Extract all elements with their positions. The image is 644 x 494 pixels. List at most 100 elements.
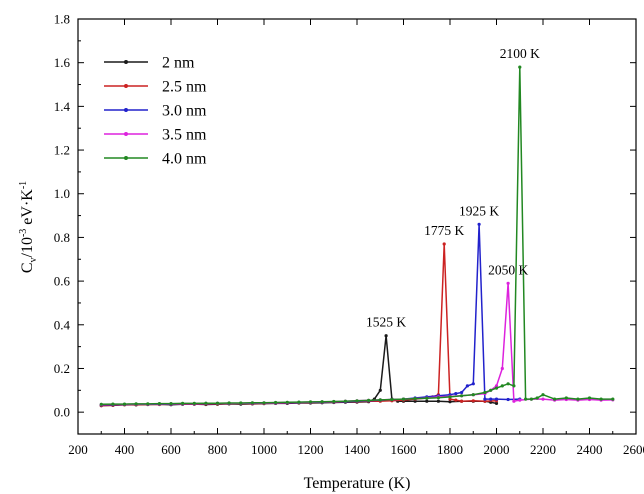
data-point: [524, 397, 528, 401]
data-point: [506, 397, 510, 402]
data-point: [489, 388, 493, 392]
x-tick-label: 1600: [391, 442, 417, 457]
data-point: [425, 396, 429, 400]
y-tick-label: 0.8: [54, 230, 70, 245]
data-point: [471, 393, 475, 397]
y-axis-label-main: C: [19, 263, 36, 274]
data-point: [611, 397, 615, 401]
data-point: [378, 388, 382, 392]
data-point: [297, 400, 301, 404]
data-point: [332, 399, 336, 404]
y-axis-label-sup2: -1: [18, 181, 29, 189]
x-tick-label: 1000: [251, 442, 277, 457]
data-point: [436, 396, 440, 400]
data-point: [227, 401, 231, 405]
legend-label: 3.5 nm: [162, 127, 207, 144]
series-5: [99, 65, 615, 406]
y-axis-label-mid: /10: [19, 237, 36, 257]
y-tick-label: 0.4: [54, 317, 71, 332]
y-tick-label: 0.0: [54, 405, 70, 420]
series-3: [99, 222, 522, 407]
legend-marker: [124, 108, 128, 112]
data-point: [442, 242, 446, 246]
peak-annotation: 1775 K: [424, 223, 464, 238]
y-tick-label: 0.6: [54, 274, 71, 289]
data-point: [448, 400, 452, 404]
legend-marker: [124, 84, 128, 88]
data-point: [157, 402, 161, 406]
data-point: [518, 398, 522, 402]
peak-annotation: 2100 K: [500, 46, 540, 61]
y-tick-label: 0.2: [54, 361, 70, 376]
data-point: [494, 401, 499, 405]
data-point: [553, 397, 557, 401]
data-point: [483, 397, 487, 401]
data-point: [477, 222, 481, 226]
x-tick-label: 2200: [530, 442, 556, 457]
y-tick-label: 1.2: [54, 143, 70, 158]
data-point: [274, 400, 278, 405]
data-point: [204, 401, 208, 405]
data-point: [494, 397, 499, 401]
x-axis-label: Temperature (K): [304, 475, 411, 492]
data-point: [425, 399, 429, 403]
data-point: [378, 398, 382, 402]
legend-item: 4.0 nm: [104, 151, 207, 168]
legend-item: 3.0 nm: [104, 103, 207, 120]
data-point: [587, 396, 592, 400]
y-axis-label-sup1: -3: [18, 229, 29, 237]
data-point: [535, 396, 539, 400]
data-point: [494, 384, 499, 388]
data-point: [413, 397, 417, 401]
series-4: [99, 281, 615, 407]
legend-label: 2.5 nm: [162, 79, 207, 96]
series-line: [101, 243, 497, 407]
data-point: [564, 396, 568, 400]
data-point: [494, 386, 499, 390]
legend-item: 2 nm: [104, 55, 195, 72]
peak-annotation: 1525 K: [366, 315, 406, 330]
data-point: [285, 400, 289, 404]
legend-label: 3.0 nm: [162, 103, 207, 120]
data-point: [390, 397, 394, 402]
y-tick-label: 1.8: [54, 12, 70, 27]
series-line: [101, 223, 520, 406]
data-point: [454, 398, 458, 402]
data-point: [401, 397, 406, 401]
x-tick-label: 200: [68, 442, 88, 457]
data-point: [541, 397, 545, 401]
data-point: [99, 402, 103, 406]
data-point: [436, 399, 440, 403]
legend-marker: [124, 132, 128, 136]
y-tick-label: 1.4: [54, 99, 71, 114]
data-point: [512, 384, 516, 388]
data-point: [134, 402, 138, 406]
x-tick-label: 800: [208, 442, 228, 457]
x-tick-label: 2400: [577, 442, 603, 457]
y-axis-label-sub: v: [28, 258, 39, 263]
data-point: [471, 399, 475, 403]
data-point: [541, 393, 545, 397]
data-point: [460, 394, 464, 398]
data-point: [512, 399, 516, 403]
legend-label: 4.0 nm: [162, 151, 207, 168]
data-point: [518, 65, 522, 69]
data-point: [599, 397, 603, 401]
peak-annotation: 1925 K: [459, 203, 499, 218]
x-tick-label: 2000: [484, 442, 510, 457]
data-point: [489, 397, 493, 401]
data-point: [343, 399, 347, 403]
data-point: [471, 382, 475, 386]
x-tick-label: 600: [161, 442, 181, 457]
data-point: [367, 398, 371, 402]
data-point: [529, 397, 534, 401]
data-point: [308, 400, 313, 404]
data-point: [506, 382, 510, 386]
y-tick-label: 1.6: [54, 55, 71, 70]
legend-marker: [124, 60, 128, 64]
data-point: [460, 390, 464, 395]
data-point: [448, 395, 452, 399]
x-tick-label: 1400: [344, 442, 370, 457]
